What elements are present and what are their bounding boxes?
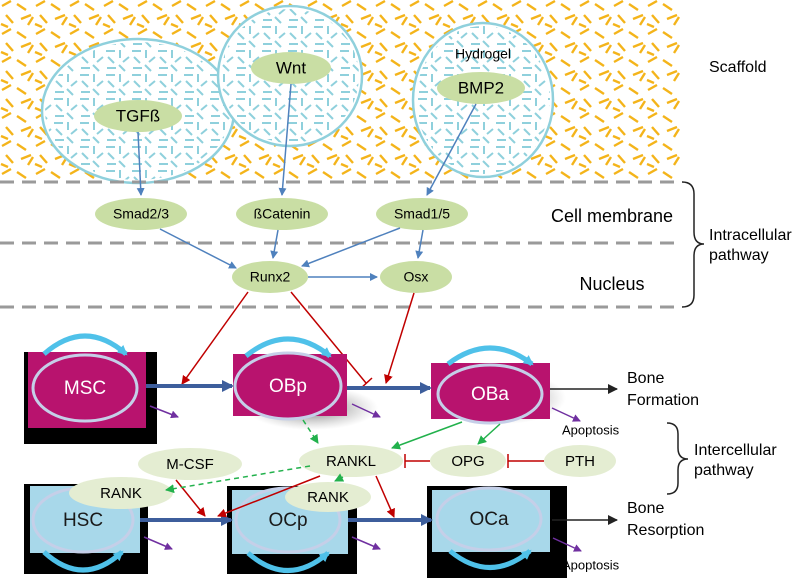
obp-cell — [233, 351, 343, 421]
mcsf-node — [138, 448, 242, 480]
osx-node — [380, 261, 452, 293]
intercellular-brace — [666, 422, 689, 495]
smad15-node — [376, 198, 468, 230]
rank-hsc-label: RANK — [100, 485, 142, 502]
arrow-rankl-ocp-oca — [375, 475, 395, 518]
hsc-self-renewal-loop — [42, 550, 124, 573]
arrow-oba-rankl — [391, 421, 463, 450]
arrow-smad23-runx2 — [159, 228, 237, 269]
bone-resorption-label-1: Bone — [627, 500, 664, 517]
arrow-rankl-hsc-ocp — [217, 475, 321, 518]
wnt-node — [251, 52, 331, 84]
oba-apoptosis-arrow — [551, 407, 581, 422]
oba-cell — [436, 363, 544, 425]
smad23-label: Smad2/3 — [113, 206, 169, 222]
rankl-label: RANKL — [326, 453, 376, 470]
arrow-smad15-osx — [415, 229, 424, 259]
ocp-self-renewal-loop — [246, 551, 330, 573]
oca-label: OCa — [469, 509, 509, 530]
arrow-runx2-msc-obp — [181, 291, 249, 385]
smad23-node — [95, 198, 187, 230]
mcsf-label: M-CSF — [166, 456, 214, 473]
bmp2-label: BMP2 — [458, 78, 504, 97]
obp-apoptosis-arrow — [351, 403, 381, 418]
arrow-tgfb-smad23 — [136, 131, 145, 196]
ocp-apoptosis-arrow — [351, 536, 381, 550]
msc-label: MSC — [64, 378, 106, 399]
tgfb-label: TGFß — [116, 106, 160, 125]
msc-apoptosis-arrow — [149, 405, 179, 419]
arrow-obp-rankl — [302, 419, 319, 444]
bcatenin-node — [236, 198, 328, 230]
msc-self-renewal-loop — [42, 333, 128, 356]
runx2-label: Runx2 — [250, 269, 291, 285]
bcatenin-label: ßCatenin — [254, 206, 311, 222]
arrow-wnt-bcatenin — [278, 83, 292, 196]
opg-node — [430, 445, 506, 477]
oca-apoptosis-arrow — [552, 537, 582, 552]
hsc-apoptosis-arrow — [143, 536, 173, 550]
arrow-rankl-rank-ocp — [334, 473, 345, 482]
intracellular-brace — [681, 181, 705, 308]
arrow-smad15-runx2 — [301, 227, 401, 268]
msc-cell — [31, 353, 139, 423]
tgfb-node — [94, 100, 182, 132]
oba-self-renewal-loop — [446, 345, 534, 366]
apoptosis-label-top: Apoptosis — [562, 422, 620, 437]
intracellular-label-1: Intracellular — [709, 227, 792, 244]
bone-formation-label-2: Formation — [627, 392, 699, 409]
pth-label: PTH — [565, 453, 595, 470]
nucleus-label: Nucleus — [579, 274, 644, 294]
hydrogel-label: Hydrogel — [455, 46, 511, 62]
oba-label: OBa — [471, 384, 509, 405]
obp-label: OBp — [269, 376, 307, 397]
apoptosis-label-bottom: Apoptosis — [562, 557, 620, 572]
arrow-osx-obp-oba — [384, 292, 415, 384]
rankl-node — [299, 445, 403, 477]
obp-self-renewal-loop — [244, 336, 332, 358]
scaffold-label: Scaffold — [709, 59, 767, 76]
intracellular-label-2: pathway — [709, 247, 769, 264]
arrow-mcsf-hsc-ocp — [175, 479, 206, 517]
osx-label: Osx — [404, 269, 429, 285]
inhibit-runx2-obp-oba — [290, 291, 367, 384]
pth-node — [544, 445, 616, 477]
intercellular-label-2: pathway — [694, 462, 754, 479]
opg-label: OPG — [451, 453, 484, 470]
arrow-oba-opg — [477, 423, 501, 445]
intercellular-label-1: Intercellular — [694, 442, 777, 459]
arrow-bcatenin-runx2 — [270, 229, 279, 259]
oca-self-renewal-loop — [448, 549, 532, 570]
arrow-bmp2-smad15 — [426, 103, 477, 196]
rank-ocp-node — [285, 482, 371, 512]
wnt-label: Wnt — [276, 58, 307, 77]
oca-cell — [435, 486, 543, 552]
bmp2-node — [437, 72, 525, 104]
arrow-rankl-rank-hsc — [165, 465, 311, 494]
rank-ocp-label: RANK — [307, 489, 349, 506]
bone-resorption-label-2: Resorption — [627, 522, 704, 539]
cell-membrane-label: Cell membrane — [551, 206, 673, 226]
rank-hsc-node — [69, 477, 173, 509]
ocp-label: OCp — [268, 510, 307, 531]
bone-formation-label-1: Bone — [627, 370, 664, 387]
smad15-label: Smad1/5 — [394, 206, 450, 222]
runx2-node — [232, 261, 308, 293]
hsc-label: HSC — [63, 510, 103, 531]
